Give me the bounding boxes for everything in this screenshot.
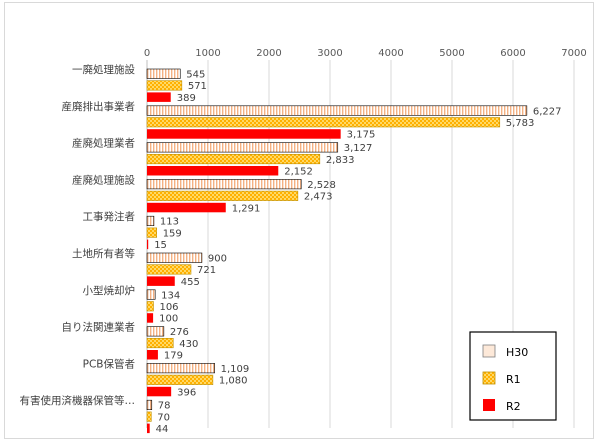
bar-r2 [147, 350, 158, 360]
bar-h30 [146, 179, 302, 190]
bar-r1 [146, 154, 321, 165]
bar-r1 [146, 264, 192, 275]
data-label: 900 [208, 254, 227, 265]
category-label: 産廃処理施設 [72, 173, 135, 186]
category-label: 土地所有者等 [72, 247, 135, 260]
data-label: 396 [177, 387, 196, 398]
legend: H30 R1 R2 [469, 331, 557, 421]
bar-h30 [146, 363, 215, 374]
bar-r2 [147, 423, 150, 434]
x-tick-label: 0 [144, 48, 150, 59]
bar-r2 [147, 166, 279, 176]
category-labels: 一廃処理施設産廃排出事業者産廃処理業者産廃処理施設工事発注者土地所有者等小型焼却… [20, 63, 136, 407]
data-label: 721 [197, 265, 216, 276]
bar-r2 [147, 239, 149, 250]
x-axis: 0 1000 2000 3000 4000 5000 6000 7000 [144, 48, 587, 59]
bar-r2 [147, 386, 172, 397]
data-label: 106 [159, 302, 178, 313]
bar-h30 [146, 289, 156, 300]
bar-r2 [147, 129, 341, 139]
data-label: 6,227 [533, 106, 562, 117]
bar-r1 [146, 374, 214, 385]
bar-h30 [146, 399, 153, 411]
legend-swatch-r1 [482, 371, 496, 385]
category-label: PCB保管者 [83, 357, 135, 370]
bar-r2 [147, 276, 175, 286]
data-label: 2,152 [284, 167, 313, 178]
bar-r1 [146, 190, 299, 201]
x-tick-label: 3000 [317, 48, 342, 59]
data-label: 44 [156, 424, 169, 435]
data-label: 1,080 [219, 376, 248, 387]
chart-frame [4, 2, 594, 439]
bar-h30 [146, 252, 203, 263]
bars [146, 68, 528, 434]
data-label: 78 [158, 401, 171, 412]
legend-label-h30: H30 [506, 346, 528, 359]
category-label: 小型焼却炉 [83, 284, 136, 297]
data-label: 276 [170, 327, 189, 338]
bar-r1 [146, 227, 157, 238]
bar-h30 [146, 105, 528, 116]
category-label: 有害使用済機器保管等… [20, 394, 136, 407]
data-label: 159 [163, 228, 182, 239]
bar-h30 [146, 142, 339, 153]
bar-r2 [147, 92, 171, 102]
data-label: 2,473 [304, 192, 333, 203]
data-label: 2,528 [307, 180, 336, 191]
bar-h30 [146, 68, 181, 79]
data-label: 3,175 [347, 130, 376, 141]
x-tick-label: 5000 [439, 48, 464, 59]
data-label: 545 [186, 70, 205, 81]
data-label: 113 [160, 217, 179, 228]
bar-r1 [146, 411, 152, 422]
x-tick-label: 6000 [500, 48, 525, 59]
data-label: 3,127 [344, 143, 373, 154]
x-tick-label: 4000 [378, 48, 403, 59]
bar-r1 [146, 80, 183, 91]
data-label: 179 [164, 351, 183, 362]
data-label: 70 [157, 412, 170, 423]
data-label: 430 [179, 339, 198, 350]
data-label: 5,783 [506, 118, 535, 129]
bar-r1 [146, 301, 154, 312]
bar-r1 [146, 117, 501, 128]
data-label: 100 [159, 314, 178, 325]
bar-h30 [146, 326, 165, 337]
category-label: 一廃処理施設 [72, 63, 135, 76]
bar-h30 [146, 215, 155, 226]
category-label: 自り法関連業者 [62, 321, 136, 334]
legend-swatch-h30 [482, 344, 496, 358]
bar-r2 [147, 313, 154, 323]
x-tick-label: 2000 [256, 48, 281, 59]
data-label: 1,291 [232, 203, 261, 214]
legend-swatch-r2 [483, 399, 495, 411]
bar-r1 [146, 337, 174, 349]
category-label: 工事発注者 [83, 210, 136, 223]
data-label: 15 [154, 240, 167, 251]
data-label: 134 [161, 290, 180, 301]
bar-r2 [147, 202, 226, 213]
x-tick-label: 1000 [195, 48, 220, 59]
data-label: 455 [181, 277, 200, 288]
data-label: 1,109 [221, 364, 250, 375]
data-label: 2,833 [326, 155, 355, 166]
data-label: 571 [188, 81, 207, 92]
x-tick-label: 7000 [561, 48, 586, 59]
category-label: 産廃排出事業者 [62, 100, 136, 113]
category-label: 産廃処理業者 [72, 137, 135, 150]
legend-label-r1: R1 [506, 373, 521, 386]
data-label: 389 [177, 93, 196, 104]
legend-label-r2: R2 [506, 400, 521, 413]
